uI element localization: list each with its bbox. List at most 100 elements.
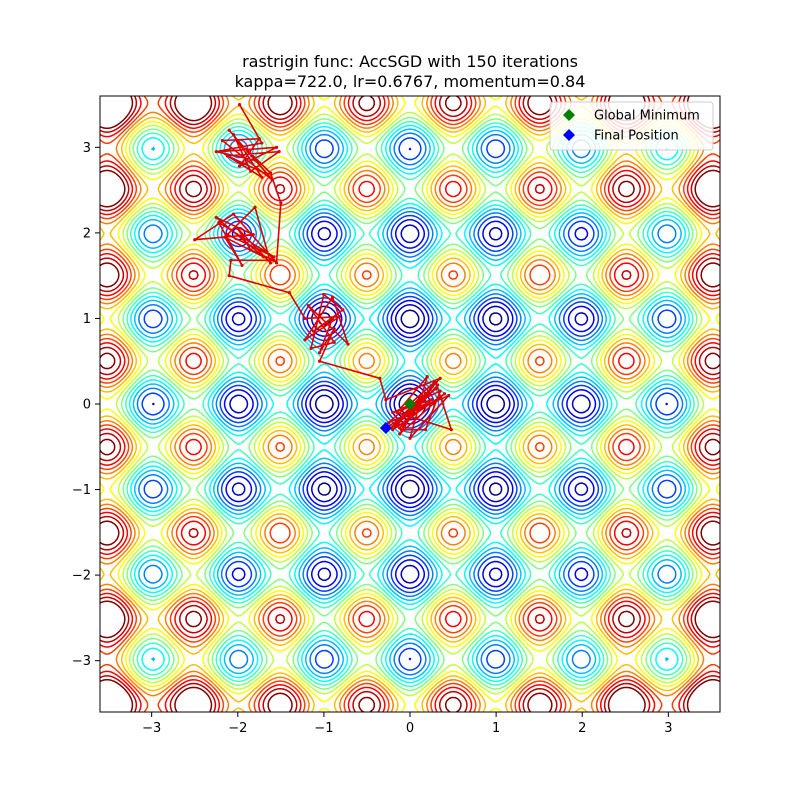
- path-point: [317, 351, 322, 355]
- path-line: [193, 104, 453, 440]
- contour-level: [151, 147, 669, 661]
- path-point: [262, 255, 266, 259]
- contour-level: [100, 96, 720, 712]
- path-point: [438, 389, 442, 393]
- contour-level: [141, 137, 679, 671]
- y-tick-label: −3: [72, 654, 91, 669]
- y-tick-label: 2: [83, 226, 91, 241]
- path-point: [231, 132, 236, 137]
- path-point: [220, 138, 224, 143]
- path-point: [277, 150, 281, 154]
- path-point: [317, 359, 322, 363]
- path-point: [237, 164, 242, 168]
- contour-level: [120, 116, 700, 692]
- path-point: [266, 173, 270, 177]
- path-point: [378, 376, 382, 380]
- path-point: [268, 171, 273, 175]
- path-point: [434, 387, 438, 391]
- path-point: [253, 205, 257, 209]
- path-point: [337, 315, 341, 319]
- path-point: [322, 292, 326, 297]
- path-point: [218, 150, 223, 154]
- chart-title-line2: kappa=722.0, lr=0.6767, momentum=0.84: [235, 72, 586, 91]
- x-tick-label: −1: [314, 721, 333, 736]
- path-point: [268, 261, 273, 265]
- path-point: [395, 419, 399, 423]
- global-minimum-marker: [404, 398, 416, 410]
- path-point: [404, 419, 408, 423]
- path-point: [249, 248, 253, 252]
- path-point: [392, 423, 397, 427]
- path-point: [227, 274, 231, 278]
- path-point: [401, 412, 405, 416]
- path-point: [442, 392, 447, 396]
- path-point: [427, 400, 431, 404]
- path-point: [306, 304, 310, 308]
- path-point: [303, 338, 307, 342]
- path-point: [251, 233, 255, 237]
- path-point: [435, 383, 440, 387]
- final-position-legend-marker: [563, 129, 575, 141]
- path-point: [244, 147, 248, 151]
- path-point: [236, 227, 240, 231]
- path-point: [260, 141, 264, 145]
- x-tick-label: −2: [228, 721, 247, 736]
- path-point: [223, 235, 227, 239]
- path-point: [408, 436, 412, 440]
- path-point: [386, 421, 391, 425]
- path-point: [330, 295, 335, 299]
- path-point: [423, 392, 428, 396]
- path-point: [274, 261, 279, 265]
- path-point: [240, 263, 244, 267]
- path-point: [330, 316, 335, 321]
- path-point: [398, 426, 402, 430]
- path-point: [274, 145, 279, 149]
- x-tick-label: 0: [406, 721, 414, 736]
- path-point: [287, 291, 292, 295]
- path-point: [346, 342, 350, 346]
- path-point: [214, 150, 218, 154]
- path-point: [395, 410, 399, 415]
- final-position-marker: [379, 421, 392, 434]
- path-point: [418, 395, 422, 399]
- path-point: [434, 381, 438, 385]
- contour-level: [125, 120, 695, 688]
- path-point: [332, 340, 336, 344]
- x-axis: −3 −2 −1 0 1 2 3: [142, 712, 672, 736]
- contour-level: [132, 128, 688, 680]
- final-position-legend-label: Final Position: [594, 129, 679, 144]
- path-point: [225, 233, 230, 237]
- chart-title-line1: rastrigin func: AccSGD with 150 iteratio…: [242, 52, 578, 71]
- path-point: [425, 375, 429, 379]
- y-axis: −3 −2 −1 0 1 2 3: [72, 141, 100, 669]
- y-tick-label: 3: [83, 141, 91, 156]
- path-point: [429, 398, 434, 402]
- contour-level: [100, 96, 720, 712]
- path-point: [217, 221, 221, 225]
- path-point: [398, 432, 402, 436]
- path-point: [231, 212, 236, 216]
- path-point: [279, 201, 283, 205]
- path-point: [391, 410, 395, 415]
- path-point: [193, 238, 197, 242]
- global-minimum-legend-marker: [563, 109, 575, 121]
- x-tick-label: 2: [578, 721, 586, 736]
- path-point: [257, 137, 261, 141]
- path-point: [341, 308, 345, 312]
- path-point: [309, 346, 313, 350]
- contour-level: [100, 96, 720, 712]
- path-point: [384, 398, 388, 402]
- contour-level: [136, 132, 684, 676]
- x-tick-label: −3: [142, 721, 161, 736]
- path-point: [260, 175, 264, 179]
- contour-lines: [100, 96, 720, 712]
- contour-level: [100, 96, 720, 712]
- path-point: [423, 428, 428, 432]
- path-point: [237, 102, 242, 107]
- legend-box: [549, 101, 714, 151]
- y-tick-label: −1: [72, 483, 91, 498]
- y-tick-label: 0: [83, 398, 91, 413]
- path-point: [214, 215, 218, 220]
- path-point: [270, 178, 274, 182]
- legend: Global Minimum Final Position: [549, 101, 714, 151]
